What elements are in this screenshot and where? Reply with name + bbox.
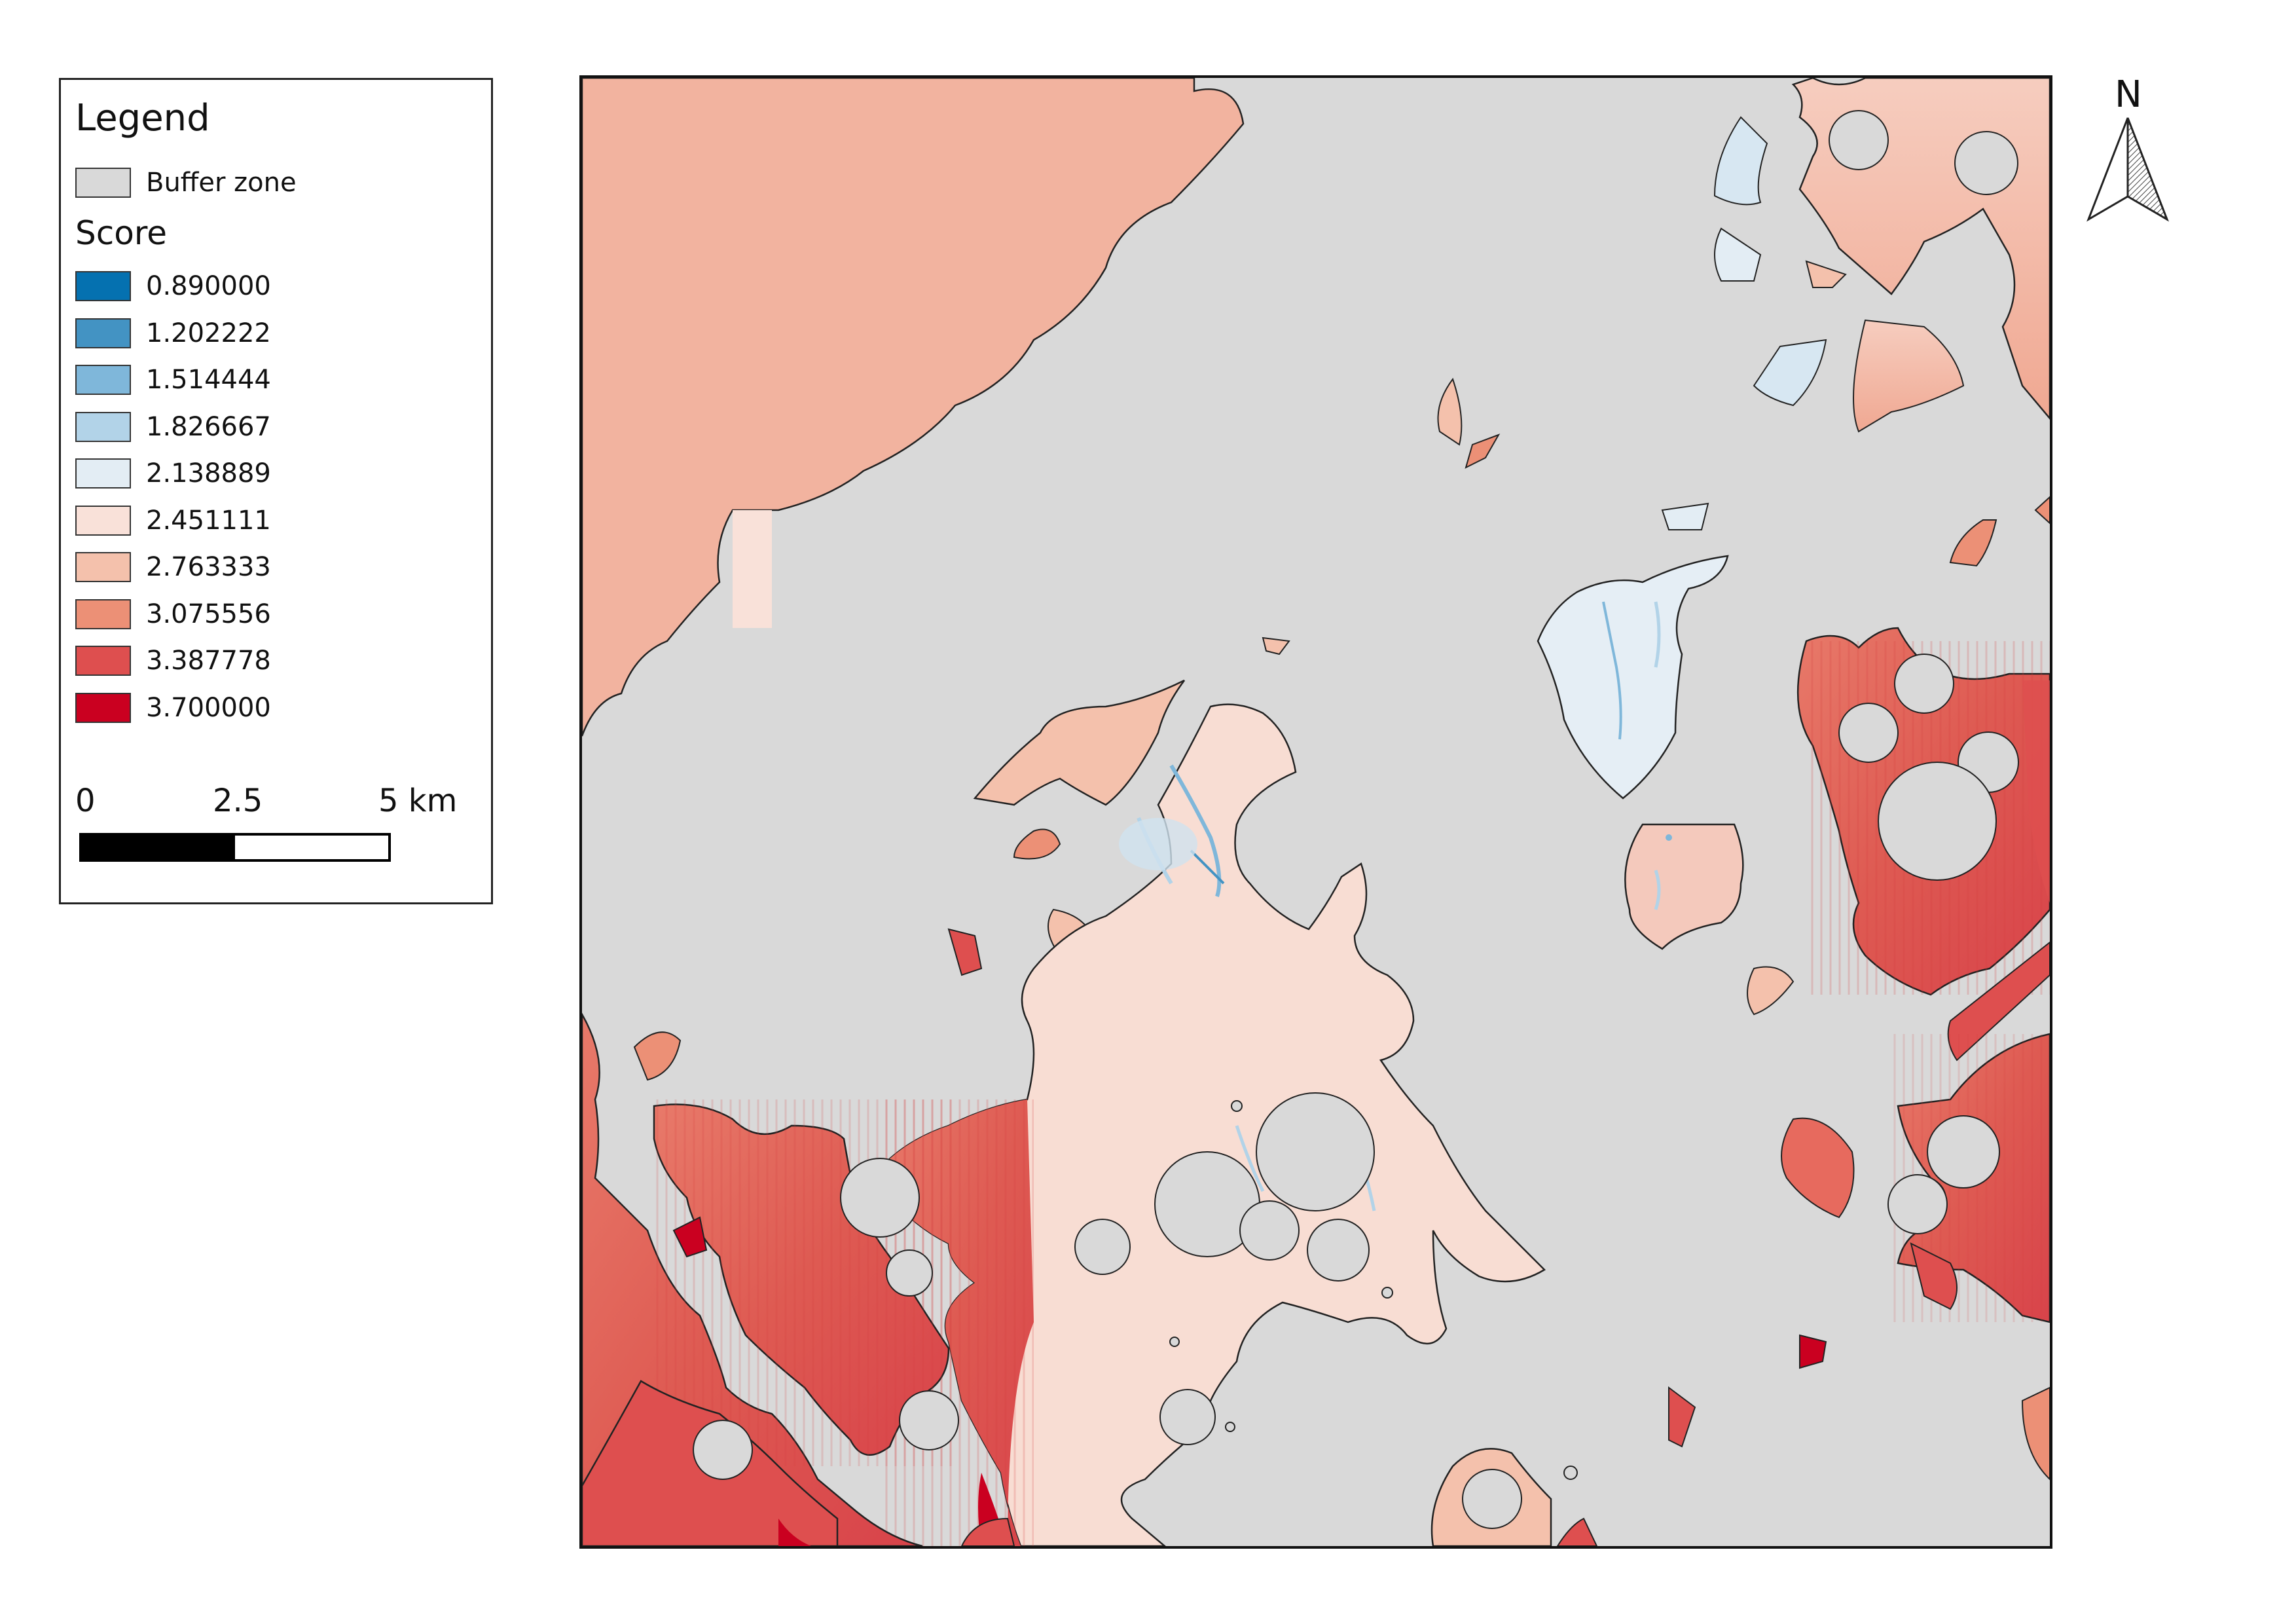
legend-class-swatch [75,646,131,676]
region-ne-blue [1713,116,1768,206]
map-canvas [582,78,2050,1546]
map-legend: Legend Buffer zone Score 0.890000 1.20222… [59,78,493,904]
legend-class-swatch [75,692,131,723]
scale-label-zero: 0 [75,783,96,819]
scale-bar [79,833,391,862]
legend-class-swatch [75,599,131,629]
legend-class-label: 1.826667 [146,411,271,442]
legend-class-row: 1.514444 [75,363,271,396]
buffer-zone-swatch [75,168,131,198]
legend-class-row: 0.890000 [75,270,271,303]
region-central [882,703,1546,1546]
legend-class-row: 3.075556 [75,598,271,631]
legend-class-swatch [75,365,131,395]
scale-label-end: 5 km [378,783,458,819]
legend-class-label: 3.700000 [146,692,271,723]
legend-class-label: 2.451111 [146,505,271,536]
legend-title: Legend [75,97,210,139]
region-class-2.76 [582,78,1245,737]
legend-class-swatch [75,318,131,348]
legend-class-row: 3.387778 [75,644,271,677]
legend-class-label: 2.138889 [146,458,271,489]
legend-class-row: 1.202222 [75,317,271,350]
buffer-zone-label: Buffer zone [146,168,297,198]
map-view[interactable] [579,75,2052,1549]
region-central-blue [1537,555,1729,800]
legend-class-row: 2.763333 [75,551,271,583]
score-title: Score [75,214,168,252]
scale-label-mid: 2.5 [213,783,263,819]
region-mid-east [1624,823,1744,950]
region-nw-blob [973,679,1186,806]
legend-item-buffer-zone: Buffer zone [75,166,297,199]
legend-class-swatch [75,458,131,489]
legend-class-swatch [75,505,131,536]
legend-class-label: 1.202222 [146,318,271,348]
legend-class-swatch [75,271,131,301]
legend-class-label: 0.890000 [146,271,271,301]
north-label: N [2115,73,2142,116]
legend-class-row: 2.451111 [75,504,271,537]
legend-class-row: 1.826667 [75,411,271,443]
region-patch [733,510,772,628]
legend-class-label: 3.075556 [146,599,271,629]
legend-class-swatch [75,411,131,442]
legend-class-label: 3.387778 [146,646,271,676]
legend-class-row: 2.138889 [75,457,271,490]
north-arrow-icon [2086,117,2169,222]
legend-class-swatch [75,552,131,582]
legend-class-label: 2.763333 [146,552,271,582]
legend-class-label: 1.514444 [146,365,271,395]
legend-class-row: 3.700000 [75,692,271,724]
